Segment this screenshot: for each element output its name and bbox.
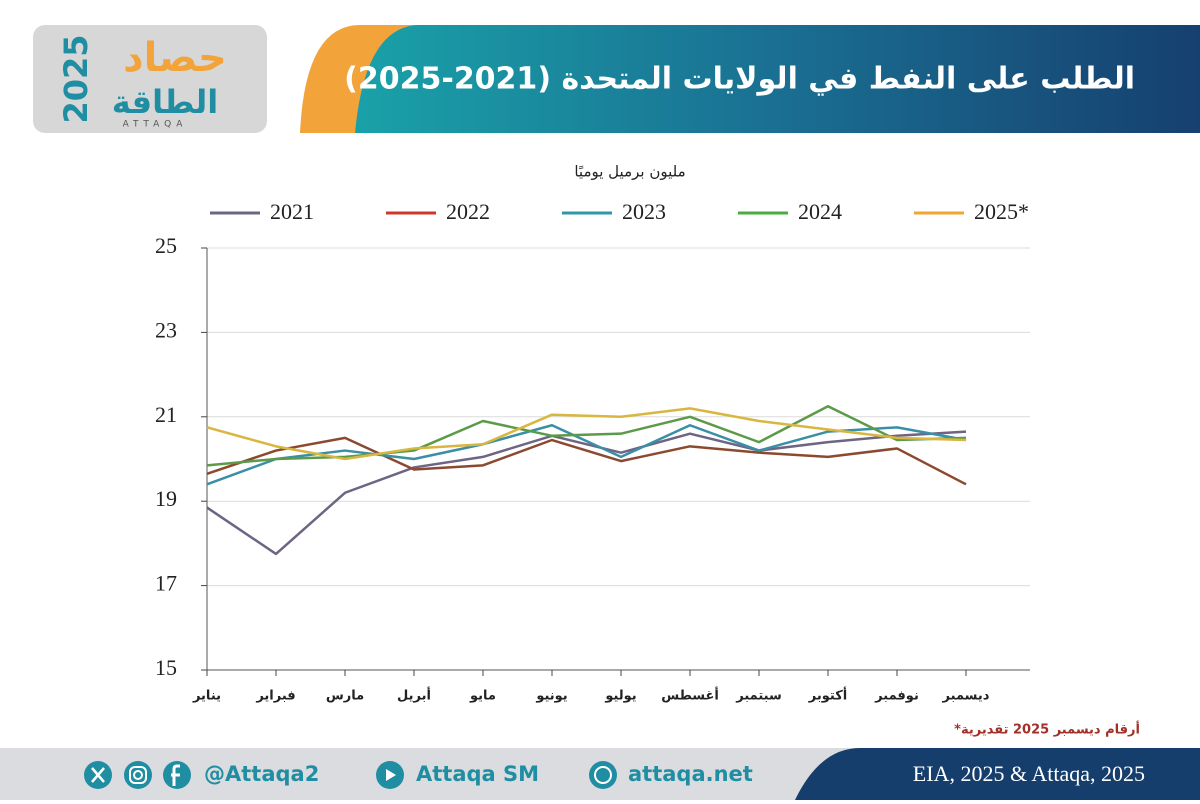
icon-instagram — [124, 761, 152, 789]
chart-title: الطلب على النفط في الولايات المتحدة (202… — [344, 62, 1135, 97]
x-tick-label: نوفمبر — [874, 689, 919, 704]
footer-source-band — [795, 748, 1200, 800]
footer-site: attaqa.net — [628, 762, 753, 786]
footer-handle: @Attaqa2 — [204, 762, 319, 786]
x-tick-label: مايو — [469, 689, 496, 704]
series-line — [206, 430, 967, 556]
source: EIA, 2025 & Attaqa, 2025 — [913, 761, 1145, 786]
legend-label: 2024 — [798, 199, 842, 224]
logo-word: حصاد — [123, 35, 227, 81]
series-line — [206, 436, 967, 486]
icon-web-glyph — [594, 766, 612, 784]
logo-year: 2025 — [57, 34, 95, 123]
logo-box — [33, 25, 267, 133]
x-tick-label: سبتمبر — [735, 689, 782, 704]
logo-latin: ATTAQA — [123, 120, 188, 130]
legend-label: 2022 — [446, 199, 490, 224]
y-tick-label: 15 — [155, 655, 177, 680]
logo-brand: الطاقة — [112, 83, 219, 121]
icon-x-glyph — [91, 767, 105, 783]
footer-youtube: Attaqa SM — [416, 762, 539, 786]
y-axis-unit: مليون برميل يوميًا — [574, 163, 685, 181]
y-tick-label: 21 — [155, 402, 177, 427]
x-tick-label: يونيو — [535, 689, 567, 704]
x-tick-label: مارس — [326, 689, 364, 704]
legend-label: 2021 — [270, 199, 314, 224]
x-tick-label: ديسمبر — [942, 689, 990, 704]
x-tick-label: يوليو — [604, 689, 636, 704]
header-band — [355, 25, 1200, 133]
x-tick-label: فبراير — [255, 689, 295, 704]
x-tick-label: يناير — [192, 689, 221, 704]
icon-facebook-glyph — [171, 764, 180, 786]
footnote: *أرقام ديسمبر 2025 تقديرية — [954, 721, 1140, 738]
icon-youtube-glyph — [386, 769, 396, 781]
legend-label: 2023 — [622, 199, 666, 224]
legend-label: 2025* — [974, 199, 1029, 224]
x-tick-label: أكتوبر — [808, 687, 847, 704]
icon-instagram-lens — [133, 770, 143, 780]
y-tick-label: 25 — [155, 233, 177, 258]
x-tick-label: أبريل — [397, 687, 431, 704]
icon-web — [589, 761, 617, 789]
y-tick-label: 23 — [155, 317, 177, 342]
icon-instagram-glyph — [129, 766, 147, 784]
series-line — [206, 407, 967, 461]
y-tick-label: 17 — [155, 571, 177, 596]
y-tick-label: 19 — [155, 486, 177, 511]
social-icons — [84, 761, 617, 789]
x-tick-label: أغسطس — [661, 687, 719, 704]
